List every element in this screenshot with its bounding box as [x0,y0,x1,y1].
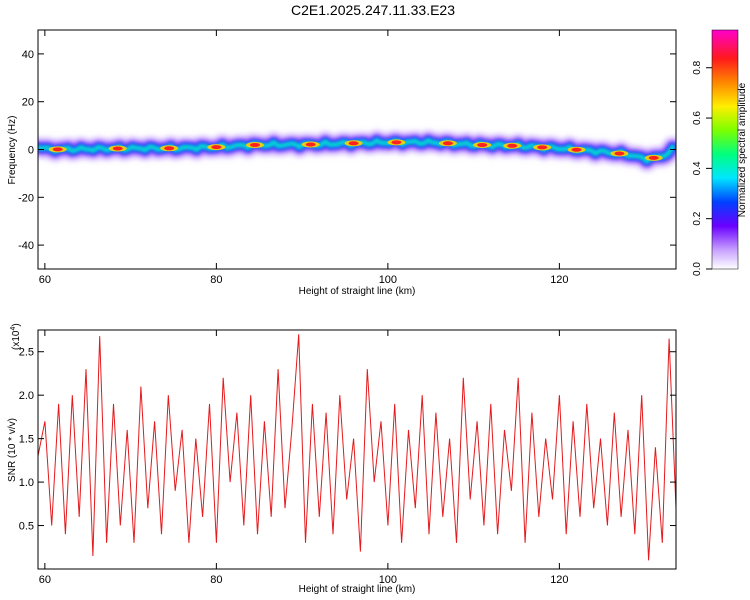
spectrum-hotspot-red [648,155,659,160]
colorbar-tick-label: 0.0 [692,262,703,276]
spectrogram-marks [38,129,676,173]
snr-scale-prefix: (x10 [11,330,22,350]
spectrum-hotspot-red [614,151,625,156]
colorbar-label: Normalized spectral amplitude [737,82,748,217]
spectrogram-y-ticks: 40 20 0 -20 -40 [18,49,676,252]
snr-x-label: Height of straight line (km) [299,584,416,595]
spectrogram-x-ticks: 60 80 100 120 [39,30,569,286]
colorbar: 0.0 0.2 0.4 0.6 0.8 Normalized spectral ampl… [692,29,748,276]
y-tick-label: 0 [28,145,34,157]
spectrum-hotspot-red [164,146,175,151]
x-tick-label: 60 [39,574,51,586]
snr-y-label: SNR (10 * v/v) [7,418,18,482]
snr-panel: 60 80 100 120 2.5 2.0 1.5 1.0 0.5 Height of str… [7,323,677,595]
y-tick-label: 40 [22,49,34,61]
y-tick-label: 2.5 [19,347,34,359]
spectrogram-y-label: Frequency (Hz) [7,116,18,185]
colorbar-ticks: 0.0 0.2 0.4 0.6 0.8 [692,60,712,276]
spectrogram-panel: 60 80 100 120 40 20 0 -20 -40 Height of straigh… [7,29,677,297]
y-tick-label: -40 [18,240,34,252]
spectrum-hotspot-red [571,147,582,152]
y-tick-label: -20 [18,192,34,204]
spectrum-hotspot-red [391,140,402,145]
figure-title: C2E1.2025.247.11.33.E23 [291,2,455,18]
snr-series-line [38,334,676,561]
spectrogram-x-label: Height of straight line (km) [299,286,416,297]
spectrum-hotspot-red [305,142,316,147]
snr-scale-label: (x104) [10,323,22,350]
snr-scale-suffix: ) [11,323,22,326]
spectrum-hotspot-red [348,141,359,146]
y-tick-label: 0.5 [19,521,34,533]
spectrum-hotspot-red [112,146,123,151]
x-tick-label: 100 [379,274,397,286]
y-tick-label: 2.0 [19,390,34,402]
spectrum-hotspot-red [52,147,63,152]
spectrum-hotspot-red [477,142,488,147]
colorbar-tick-label: 0.2 [692,211,703,225]
spectrum-hotspot-red [537,145,548,150]
x-tick-label: 80 [210,274,222,286]
svg-text:(x104): (x104) [10,323,22,350]
x-tick-label: 120 [550,574,568,586]
x-tick-label: 60 [39,274,51,286]
colorbar-tick-label: 0.8 [692,60,703,74]
spectrum-hotspot-red [442,141,453,146]
snr-frame [37,329,677,570]
x-tick-label: 100 [379,574,397,586]
snr-scale-exponent: 4 [10,327,17,331]
colorbar-frame [711,29,739,270]
y-tick-label: 1.0 [19,477,34,489]
x-tick-label: 80 [210,574,222,586]
spectrum-hotspot-red [249,142,260,147]
spectrum-hotspot-red [211,145,222,150]
colorbar-tick-label: 0.6 [692,111,703,125]
colorbar-gradient [712,30,738,269]
colorbar-tick-label: 0.4 [692,161,703,175]
spectrum-hotspot-red [507,143,518,148]
snr-y-ticks: 2.5 2.0 1.5 1.0 0.5 [19,347,676,533]
y-tick-label: 1.5 [19,434,34,446]
snr-x-ticks: 60 80 100 120 [39,330,569,586]
x-tick-label: 120 [550,274,568,286]
y-tick-label: 20 [22,97,34,109]
